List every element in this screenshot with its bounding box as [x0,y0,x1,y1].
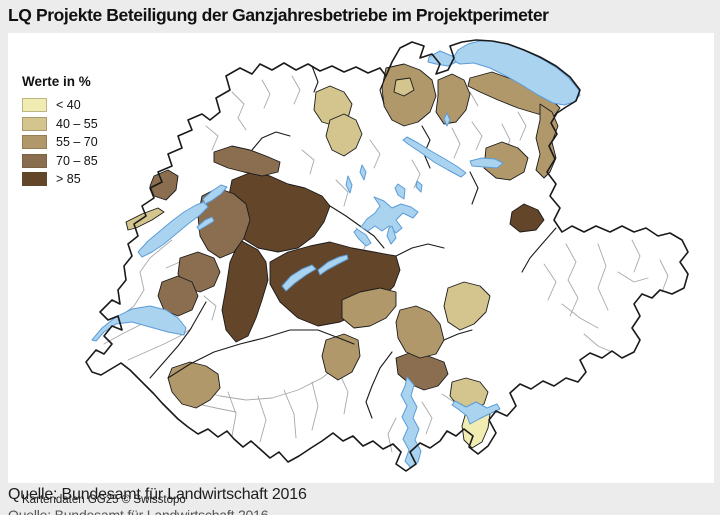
region [395,305,445,359]
legend-swatch-over-85 [22,172,47,187]
region [435,73,471,125]
lake-untersee [427,50,457,67]
lakes [91,40,581,469]
region [535,103,559,179]
source-line: Quelle: Bundesamt für Landwirtschaft 201… [8,486,307,503]
lake-zug [394,183,406,200]
lake-greifen [443,112,451,127]
region [197,187,251,259]
regions-40-55 [125,77,491,411]
legend-label: 70 – 85 [56,153,98,168]
regions-55-70 [167,63,561,409]
legend-item: 70 – 85 [22,152,98,171]
lake-brienz [317,254,349,276]
lake-lucerne [360,196,419,234]
legend-swatch-55-70 [22,135,47,150]
lake-neuchatel [137,201,209,258]
legend-item: < 40 [22,96,98,115]
legend-swatch-70-85 [22,153,47,168]
legend-title: Werte in % [22,74,91,89]
legend-label: 55 – 70 [56,135,98,150]
region [509,203,545,233]
lake-baldegg [345,175,353,194]
region [449,377,489,411]
legend-item: 55 – 70 [22,133,98,152]
region [167,361,221,409]
lake-zurich [402,136,467,178]
clipped-source-line: Quelle: Bundesamt für Landwirtschaft 201… [8,507,269,515]
region [321,333,361,381]
lake-uri-arm [386,225,397,245]
legend-label: < 40 [56,98,81,113]
lake-murten [196,216,215,231]
switzerland-map [85,39,689,472]
lake-lugano [451,400,501,425]
region [221,239,269,343]
region [443,281,491,331]
region [393,77,415,97]
region [483,141,529,181]
legend-item: > 85 [22,170,98,189]
page-title: LQ Projekte Beteiligung der Ganzjahresbe… [8,5,549,25]
legend-label: > 85 [56,172,81,187]
region [341,287,397,329]
lake-sarnen [353,228,372,247]
lake-thun [281,264,317,292]
legend-swatch-40-55 [22,116,47,131]
lake-hallwil [359,164,367,181]
legend-item: 40 – 55 [22,115,98,134]
map-attribution: Kartendaten GG25 © Swisstopo [22,494,186,506]
legend-swatch-under-40 [22,98,47,113]
district-borders [103,75,669,453]
map-panel: Werte in % < 40 40 – 55 55 – 70 70 – 85 … [8,33,714,506]
regions-70-85 [149,145,449,391]
canton-borders [149,65,557,419]
lake-biel [202,184,228,205]
region [325,113,363,157]
lake-walen [469,157,504,169]
legend-label: 40 – 55 [56,116,98,131]
legend: Werte in % < 40 40 – 55 55 – 70 70 – 85 … [22,74,98,189]
region [157,275,199,317]
country-outline [85,39,689,472]
region [213,145,281,177]
lake-aegeri [415,180,423,193]
